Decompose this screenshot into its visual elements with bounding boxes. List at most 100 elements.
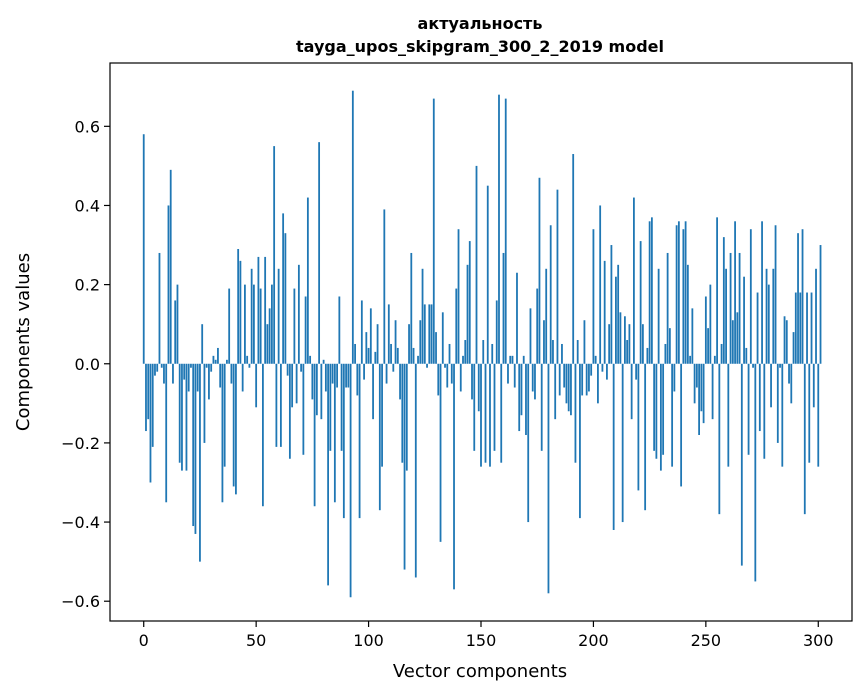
bar-37 [226,359,228,364]
bar-247 [698,363,700,435]
bar-217 [630,363,633,420]
bar-157 [495,300,498,364]
bar-163 [509,355,512,364]
y-tick-label: −0.2 [61,434,100,453]
bar-89 [342,363,345,519]
bar-192 [574,363,577,463]
x-axis-label: Vector components [393,661,567,682]
bar-177 [540,363,543,451]
bar-139 [455,288,458,364]
bar-13 [172,363,174,384]
bar-3 [149,363,152,483]
bar-162 [507,363,509,384]
bar-274 [758,363,761,432]
bar-190 [570,363,572,416]
y-tick-label: −0.6 [61,592,100,611]
bar-68 [295,363,298,404]
bar-268 [745,347,748,364]
bar-254 [713,355,716,364]
y-tick-label: 0.0 [75,355,100,374]
bar-85 [333,363,336,503]
bar-30 [210,363,213,372]
bar-62 [282,213,285,364]
bar-236 [673,363,676,392]
bar-216 [628,324,631,364]
bar-210 [615,276,617,364]
bar-2 [147,363,150,420]
bar-261 [729,252,732,364]
bar-186 [561,343,563,364]
bar-108 [385,363,388,384]
bar-212 [619,312,622,364]
bar-66 [291,363,294,408]
bar-1 [145,363,147,432]
bar-235 [671,363,674,467]
bar-204 [601,363,604,372]
bar-32 [214,359,217,364]
bar-242 [686,264,689,364]
bar-133 [441,312,444,364]
bar-109 [387,304,390,364]
bar-198 [588,363,590,392]
bar-141 [459,363,462,392]
bar-237 [675,225,678,364]
bar-144 [466,264,469,364]
bar-209 [612,363,615,530]
bar-301 [819,245,822,364]
bar-260 [727,363,730,467]
bar-83 [329,363,332,451]
bar-117 [405,363,408,471]
bar-39 [230,363,233,384]
bar-169 [522,355,525,364]
bar-233 [666,252,669,364]
bar-166 [516,272,518,364]
bar-270 [749,229,752,364]
bar-26 [201,324,204,364]
bar-33 [217,347,219,364]
bar-195 [581,363,584,396]
bar-106 [381,363,383,467]
bar-41 [235,363,237,495]
bar-146 [471,363,473,400]
chart-title-line-1: актуальность [418,14,543,33]
bar-181 [549,225,552,364]
bar-44 [241,363,244,392]
bar-82 [327,363,329,586]
bar-291 [797,233,799,364]
bar-135 [446,363,449,388]
bar-86 [336,363,338,388]
bar-113 [396,347,399,364]
bar-300 [817,363,820,467]
bar-78 [318,142,321,364]
bar-194 [579,363,581,519]
bar-93 [351,90,354,364]
bar-120 [412,347,415,364]
bar-228 [655,363,658,459]
bar-34 [219,363,222,388]
bar-95 [356,363,359,396]
x-tick-label: 0 [139,631,149,650]
bar-35 [221,363,224,503]
bar-43 [239,260,242,364]
x-axis-ticks: 0 50 100 150 200 250 300 [139,621,834,650]
y-tick-label: −0.4 [61,513,100,532]
bar-249 [702,363,705,424]
bar-9 [163,363,165,384]
bar-165 [513,363,516,388]
bar-185 [558,363,561,396]
bar-155 [491,343,494,364]
bar-278 [767,284,770,364]
bar-23 [194,363,197,534]
bar-290 [794,292,797,364]
bar-284 [781,363,784,467]
bar-132 [439,363,442,542]
bar-241 [684,221,687,364]
bar-45 [244,284,246,364]
bar-28 [205,363,208,368]
bar-279 [770,363,772,408]
bar-104 [376,324,379,364]
bar-145 [468,241,471,364]
bar-48 [250,268,253,364]
bar-127 [428,304,431,364]
bar-246 [695,363,698,388]
